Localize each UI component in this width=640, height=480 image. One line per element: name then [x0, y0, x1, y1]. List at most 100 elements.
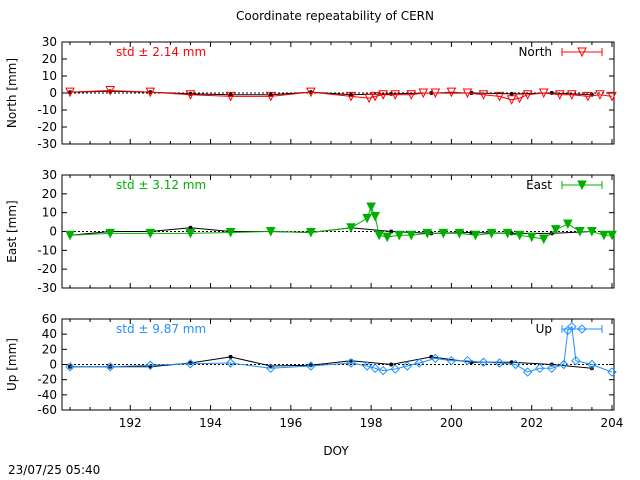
up-data-point — [587, 359, 597, 370]
x-tick-label: 200 — [440, 416, 463, 430]
up-data-point — [547, 363, 557, 373]
up-data-point — [535, 363, 545, 373]
up-data-point — [559, 359, 569, 370]
north-panel: -30 -20 -10 0 10 20 30 North [mm] std ± 2.14 mm N… — [5, 35, 617, 151]
up-y-tick-label: -20 — [37, 373, 57, 387]
north-data-point — [514, 93, 525, 104]
east-data-point — [587, 227, 597, 237]
north-data-point — [265, 91, 276, 102]
up-reference-point — [228, 354, 233, 359]
chart-title: Coordinate repeatability of CERN — [236, 9, 434, 23]
up-data-point — [346, 358, 356, 368]
east-data-point — [538, 234, 549, 245]
timestamp: 23/07/25 05:40 — [8, 463, 100, 477]
up-data-point — [145, 360, 156, 370]
north-data-point — [583, 91, 593, 102]
east-data-point — [563, 219, 573, 230]
up-data-point — [478, 357, 489, 367]
north-data-point — [607, 91, 617, 102]
north-reference-point — [349, 92, 354, 97]
east-data-point — [362, 213, 372, 224]
north-data-point — [494, 91, 505, 102]
up-data-point — [362, 361, 372, 371]
north-data-point — [370, 91, 380, 102]
north-y-axis-label: North [mm] — [5, 58, 19, 128]
east-data-point — [550, 225, 561, 235]
north-y-tick-label: -20 — [37, 120, 57, 134]
up-y-tick-label: 40 — [42, 327, 57, 341]
up-data-point — [510, 359, 521, 370]
north-data-point — [595, 90, 605, 100]
east-data-point — [514, 230, 525, 241]
north-data-point — [105, 85, 115, 96]
east-data-point — [145, 228, 156, 239]
east-data-point — [607, 230, 617, 241]
east-data-point — [370, 211, 380, 222]
up-y-tick-label: 60 — [42, 312, 57, 326]
up-series-line — [70, 325, 613, 373]
x-axis-label: DOY — [323, 444, 349, 458]
north-data-point — [567, 90, 577, 100]
east-data-point — [470, 230, 481, 241]
east-panel: -30 -20 -10 0 10 20 30 East [mm] std ± 3.12 mm Ea… — [5, 168, 617, 295]
east-data-point — [438, 228, 449, 239]
east-legend-label: East — [526, 178, 552, 192]
up-data-point — [567, 321, 577, 332]
east-data-point — [486, 228, 497, 239]
north-data-point — [538, 88, 549, 99]
north-reference-point — [228, 92, 233, 97]
east-data-point — [374, 230, 384, 241]
up-data-point — [522, 367, 533, 377]
north-data-point — [378, 90, 388, 100]
east-reference-point — [389, 229, 394, 234]
up-y-axis-label: Up [mm] — [5, 338, 19, 391]
up-y-tick-label: 0 — [49, 358, 57, 372]
x-tick-label: 202 — [520, 416, 543, 430]
east-data-point — [65, 230, 75, 241]
north-data-point — [145, 87, 156, 98]
north-legend-data-point — [577, 47, 587, 58]
east-y-tick-label: 0 — [49, 225, 57, 239]
east-y-tick-label: -30 — [37, 281, 57, 295]
north-data-point — [406, 90, 417, 100]
north-data-point — [418, 88, 429, 99]
east-y-tick-label: 30 — [42, 168, 57, 182]
up-legend-data-point — [577, 324, 587, 334]
east-data-point — [306, 227, 316, 238]
north-data-point — [462, 88, 473, 99]
x-tick-label: 198 — [360, 416, 383, 430]
chart-panels: -30 -20 -10 0 10 20 30 North [mm] std ± 2.14 mm N… — [5, 35, 623, 430]
x-tick-label: 194 — [199, 416, 222, 430]
east-data-point — [422, 228, 433, 239]
up-data-point — [105, 362, 115, 372]
north-data-point — [364, 93, 374, 104]
north-y-tick-label: -10 — [37, 103, 57, 117]
north-data-point — [306, 87, 316, 98]
east-reference-point — [188, 225, 193, 230]
north-reference-point — [509, 91, 514, 96]
north-reference-point — [268, 92, 273, 97]
north-y-tick-label: 30 — [42, 35, 57, 49]
east-data-point — [185, 228, 196, 239]
up-data-point — [571, 356, 581, 366]
east-data-point — [502, 228, 513, 239]
east-data-point — [265, 227, 276, 237]
up-data-point — [370, 363, 380, 373]
east-data-point — [599, 230, 609, 241]
up-data-point — [494, 358, 505, 368]
up-y-tick-label: -40 — [37, 388, 57, 402]
north-data-point — [65, 87, 75, 98]
up-data-point — [65, 362, 75, 372]
north-data-point — [185, 90, 196, 100]
up-data-point — [225, 358, 236, 368]
east-data-point — [382, 232, 392, 243]
up-reference-line — [70, 356, 592, 369]
east-std-label: std ± 3.12 mm — [116, 178, 206, 192]
east-data-point — [406, 230, 417, 241]
north-y-tick-label: 20 — [42, 52, 57, 66]
up-data-point — [462, 356, 473, 366]
north-data-point — [430, 88, 441, 99]
north-y-tick-label: 0 — [49, 86, 57, 100]
up-data-point — [402, 361, 412, 371]
